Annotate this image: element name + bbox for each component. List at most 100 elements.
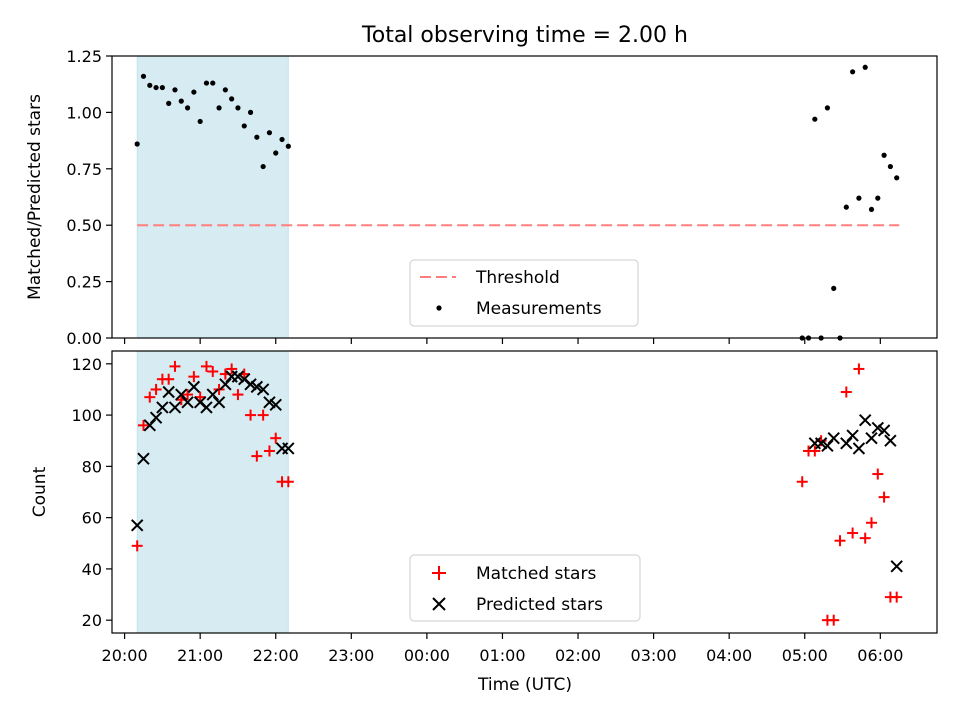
measurement-point: [241, 123, 247, 129]
y-tick-label: 20: [82, 611, 102, 630]
x-axis-label: Time (UTC): [477, 675, 572, 695]
x-tick-label: 00:00: [404, 646, 450, 665]
measurement-point: [285, 143, 291, 149]
legend-matched-label: Matched stars: [476, 564, 596, 584]
measurement-point: [247, 109, 254, 115]
top-y-axis-label: Matched/Predicted stars: [25, 94, 45, 300]
measurement-point: [812, 116, 818, 122]
top-x-ticks: [123, 338, 881, 344]
measurement-point: [222, 87, 228, 93]
measurement-point: [894, 175, 900, 181]
y-tick-label: 0.50: [66, 216, 102, 235]
measurement-point: [862, 64, 868, 70]
measurement-point: [254, 134, 260, 140]
measurement-point: [203, 80, 210, 86]
measurement-point: [134, 141, 140, 147]
measurement-point: [824, 105, 831, 111]
matched-star-point: [847, 527, 859, 539]
measurement-point: [831, 285, 837, 291]
legend-predicted-swatch: [432, 597, 446, 611]
predicted-stars-points: [130, 370, 903, 573]
bottom-panel: 20 40 60 80 100 120 20:00 21:00 22:00 23:00 00:00…: [30, 350, 938, 695]
y-tick-label: 0.25: [66, 273, 102, 292]
y-tick-label: 40: [82, 560, 102, 579]
top-legend: Threshold Measurements: [409, 259, 639, 327]
measurement-point: [140, 73, 147, 79]
matched-star-point: [251, 450, 263, 462]
matched-star-point: [226, 363, 238, 375]
predicted-star-point: [149, 411, 163, 424]
bottom-legend-box: [409, 554, 641, 622]
matched-star-point: [163, 373, 175, 385]
measurement-point: [235, 105, 241, 111]
matched-star-point: [144, 391, 156, 403]
matched-star-point: [282, 476, 294, 488]
predicted-star-point: [168, 401, 182, 414]
y-tick-label: 0.75: [66, 160, 102, 179]
measurement-point: [875, 195, 881, 201]
measurement-point: [166, 100, 172, 106]
matched-star-point: [232, 389, 244, 401]
matched-star-point: [200, 360, 212, 372]
y-tick-label: 1.00: [66, 103, 102, 122]
measurement-point: [868, 206, 875, 213]
predicted-star-point: [156, 401, 169, 414]
measurement-point: [216, 105, 222, 111]
predicted-star-point: [827, 431, 840, 445]
matched-star-point: [872, 468, 884, 480]
matched-star-point: [207, 366, 219, 378]
predicted-star-point: [200, 401, 213, 414]
x-tick-label: 22:00: [253, 646, 299, 665]
matched-star-point: [150, 383, 162, 395]
matched-star-point: [828, 614, 840, 626]
x-tick-label: 02:00: [555, 646, 601, 665]
predicted-star-point: [269, 398, 282, 412]
matched-star-point: [891, 591, 903, 603]
measurement-point: [856, 195, 862, 201]
measurement-point: [881, 152, 887, 158]
predicted-star-point: [884, 434, 897, 447]
y-tick-label: 60: [82, 509, 102, 528]
matched-star-point: [131, 540, 143, 552]
y-tick-label: 1.25: [66, 47, 102, 66]
measurement-point: [210, 80, 216, 86]
top-panel: Total observing time = 2.00 h 0.000.250.…: [25, 23, 938, 348]
top-shaded-interval: [136, 55, 289, 339]
predicted-star-point: [865, 431, 878, 445]
y-tick-label: 80: [82, 457, 102, 476]
predicted-star-point: [877, 424, 891, 437]
legend-threshold-label: Threshold: [475, 268, 560, 288]
measurement-point: [273, 150, 279, 156]
matched-star-point: [796, 476, 808, 488]
predicted-star-point: [890, 560, 903, 573]
top-legend-box: [409, 259, 639, 327]
x-tick-label: 20:00: [102, 646, 148, 665]
x-tick-label: 23:00: [328, 646, 374, 665]
bottom-legend: Matched stars Predicted stars: [409, 554, 641, 622]
chart-title: Total observing time = 2.00 h: [361, 23, 688, 48]
predicted-star-point: [256, 383, 270, 396]
predicted-star-point: [814, 437, 828, 450]
legend-measurements-swatch: [436, 305, 442, 311]
predicted-star-point: [858, 414, 872, 427]
predicted-star-point: [263, 396, 276, 409]
predicted-star-point: [212, 396, 226, 409]
measurement-point: [147, 82, 153, 88]
predicted-star-point: [871, 421, 885, 435]
predicted-star-point: [181, 396, 194, 409]
x-tick-label: 03:00: [631, 646, 677, 665]
legend-matched-swatch: [432, 566, 446, 580]
legend-measurements-label: Measurements: [476, 299, 602, 319]
predicted-star-point: [244, 378, 257, 391]
measurement-point: [184, 105, 191, 111]
predicted-star-point: [282, 442, 295, 455]
measurement-point: [191, 89, 197, 95]
matched-star-point: [137, 419, 149, 431]
x-tick-label: 06:00: [857, 646, 903, 665]
y-tick-label: 100: [71, 406, 102, 425]
predicted-star-point: [846, 429, 859, 442]
measurement-point: [266, 130, 273, 136]
x-tick-label: 04:00: [706, 646, 752, 665]
bottom-x-ticks: 20:00 21:00 22:00 23:00 00:00 01:00 02:00 03:00…: [102, 633, 903, 665]
